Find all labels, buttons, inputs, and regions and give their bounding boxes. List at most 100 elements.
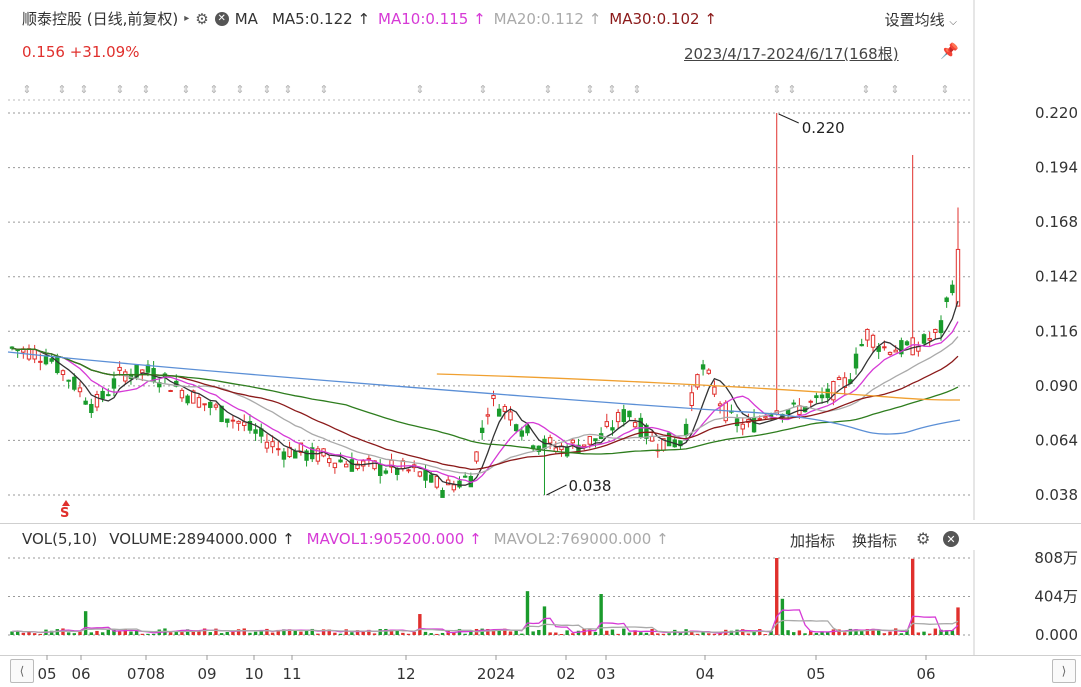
volume-bar [440,632,445,635]
candle-body [525,425,530,434]
volume-bar [225,632,229,635]
volume-bar [310,628,314,635]
settings-ma-label: 设置均线 [884,11,945,29]
candle-body [236,420,241,424]
volume-bar [248,632,252,635]
volume-bar [265,628,269,635]
volume-bar [367,629,371,635]
candle-body [933,328,938,333]
event-marker-icon: ⇕ [861,83,870,96]
volume-bar [151,633,156,635]
candle-body [893,349,898,353]
candle-body [242,421,247,426]
event-marker-icon: ⇕ [415,83,424,96]
settings-ma-button[interactable]: 设置均线 ⌵ [885,9,957,30]
candle-body [547,437,553,444]
volume-bar [344,629,348,635]
gear-icon[interactable]: ⚙ [916,529,931,548]
candle-body [202,403,207,406]
volume-bar [361,631,365,635]
ma-line [7,351,961,435]
ma-line [11,300,959,486]
candle-body [814,395,819,399]
candle-body [378,463,383,476]
candle-body [361,460,366,467]
event-marker-icon: ⇕ [940,83,949,96]
close-icon[interactable]: ✕ [214,11,229,26]
volume-value: VOLUME:2894000.000 ↑ [109,530,295,548]
candle-body [604,421,609,427]
candle-body [695,374,700,388]
volume-bar [140,633,144,635]
volume-chart[interactable]: 808万 404万 0.000 [0,550,1081,655]
candle-body [921,334,927,344]
x-tick-label: 06 [71,665,90,683]
candle-body [100,390,105,399]
pin-icon[interactable]: 📌 [940,42,959,60]
volume-bar [497,630,501,635]
volume-bar [452,632,456,635]
candle-body [502,406,508,412]
candle-body [740,423,745,430]
candle-body [83,400,88,405]
volume-bar [100,632,105,635]
volume-bar [66,632,71,635]
volume-bar [893,628,898,635]
candle-body [479,427,485,434]
volume-bar [242,628,246,635]
candle-body [332,462,338,469]
volume-bar [231,631,235,635]
candlestick-chart[interactable]: 0.220 0.194 0.168 0.142 0.116 0.090 0.064 0.038… [0,0,1081,525]
event-marker-icon: ⇕ [209,83,218,96]
ma-line [11,321,959,484]
volume-bar [588,629,592,635]
volume-bar [236,629,241,635]
volume-bar [412,632,416,635]
x-tick-label: 11 [282,665,301,683]
candle-body [349,459,355,472]
close-icon[interactable]: ✕ [943,531,959,547]
gear-icon[interactable]: ⚙ [195,9,209,28]
volume-bar [797,630,802,635]
candle-body [610,427,615,431]
volume-bar [117,631,122,635]
volume-bar [916,632,921,635]
price-change: 0.156 +31.09% [22,43,140,61]
candle-body [955,248,961,307]
volume-bar [486,629,490,635]
switch-indicator-button[interactable]: 换指标 [852,532,898,550]
scroll-left-button[interactable]: ⟨ [10,659,34,683]
volume-bar [571,633,575,635]
volume-bar [378,629,382,635]
candle-body [72,376,77,390]
candle-body [757,418,762,421]
candle-body [327,458,332,464]
volume-bar [423,631,428,635]
date-range[interactable]: 2023/4/17-2024/6/17(168根) [684,45,899,63]
volume-bar [633,630,637,635]
candle-body [910,337,915,356]
volume-tick-label: 808万 [1034,550,1078,567]
event-marker-icon: ⇕ [115,83,124,96]
volume-bar [27,631,31,635]
candle-body [865,328,870,341]
volume-bar [860,630,864,635]
volume-bar [112,629,116,635]
volume-bar [321,629,326,635]
volume-bar [83,611,88,635]
scroll-right-button[interactable]: ⟩ [1052,659,1076,683]
volume-bar [922,631,926,635]
candle-body [355,463,360,470]
volume-bar [735,629,739,635]
candle-body [627,410,632,418]
volume-bar [514,629,518,635]
event-marker-icon: ⇕ [181,83,190,96]
candle-body [944,297,949,303]
add-indicator-button[interactable]: 加指标 [790,532,836,550]
candle-body [366,457,372,460]
volume-bar [537,629,541,635]
expand-arrow-icon[interactable]: ▸ [184,13,190,24]
candle-body [66,379,71,382]
volume-bar [270,632,275,635]
candle-body [717,403,723,407]
